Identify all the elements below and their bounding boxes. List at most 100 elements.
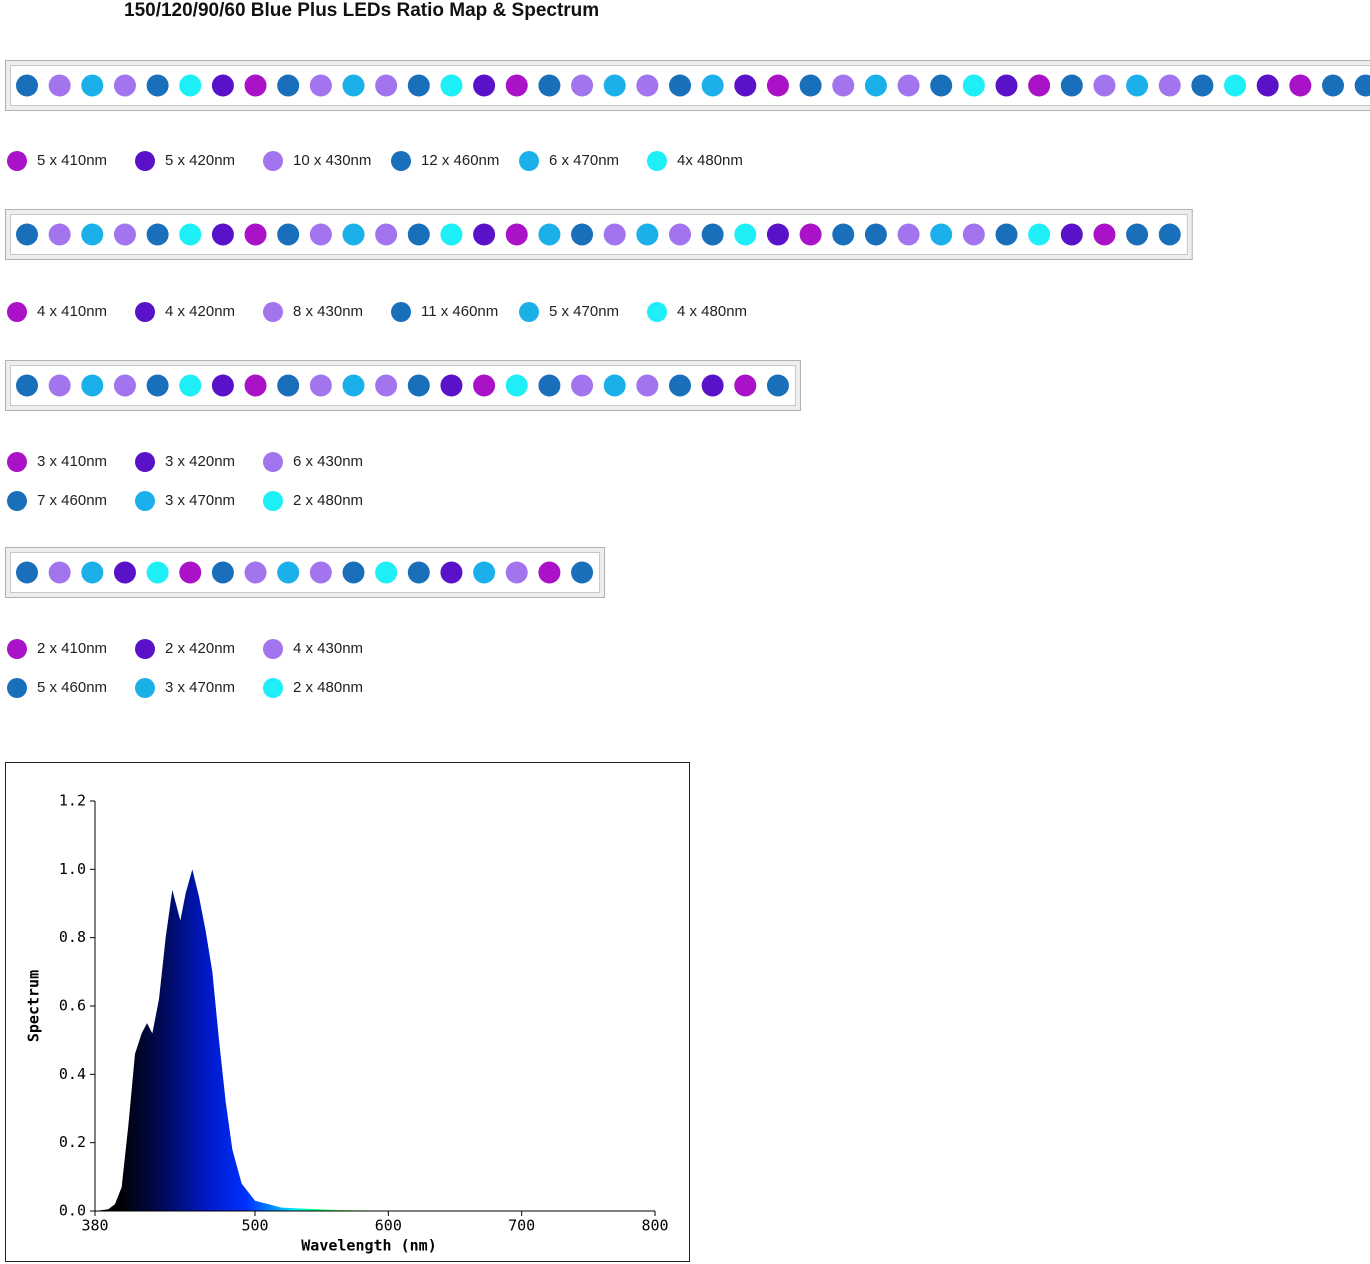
led — [473, 74, 496, 97]
led — [113, 374, 136, 397]
led — [669, 74, 691, 97]
led — [669, 223, 691, 246]
legend-swatch — [7, 302, 27, 322]
led — [1028, 223, 1051, 246]
led — [48, 223, 71, 246]
led — [440, 374, 463, 397]
led — [995, 74, 1018, 97]
led — [636, 374, 659, 397]
led — [244, 374, 267, 397]
led — [146, 374, 169, 397]
led — [179, 74, 202, 97]
led — [309, 74, 332, 97]
led — [571, 74, 594, 97]
led — [832, 74, 855, 97]
legend-label: 4 x 430nm — [293, 640, 363, 657]
legend-swatch — [263, 302, 283, 322]
led — [734, 74, 757, 97]
led — [897, 74, 920, 97]
legend-swatch — [135, 678, 155, 698]
x-tick-label: 600 — [375, 1217, 402, 1235]
led-bar — [5, 209, 1193, 260]
page-title: 150/120/90/60 Blue Plus LEDs Ratio Map &… — [124, 0, 599, 21]
led — [1093, 223, 1116, 246]
led — [473, 374, 496, 397]
x-tick-label: 700 — [508, 1217, 535, 1235]
chart-frame — [5, 762, 690, 1262]
legend-label: 5 x 410nm — [37, 152, 107, 169]
led — [473, 223, 496, 246]
legend-swatch — [391, 151, 411, 171]
legend-swatch — [7, 452, 27, 472]
led — [179, 374, 202, 397]
led — [342, 561, 365, 584]
led — [1354, 74, 1370, 97]
legend-label: 8 x 430nm — [293, 303, 363, 320]
led — [701, 74, 724, 97]
bar-inner — [10, 365, 796, 406]
led — [701, 374, 724, 397]
x-tick-label: 380 — [81, 1217, 108, 1235]
led — [375, 374, 398, 397]
led — [1289, 74, 1312, 97]
y-tick-label: 0.4 — [59, 1065, 86, 1083]
legend-swatch — [647, 302, 667, 322]
led — [538, 223, 561, 246]
led — [766, 223, 789, 246]
legend-label: 2 x 480nm — [293, 679, 363, 696]
led — [1158, 74, 1181, 97]
led — [897, 223, 920, 246]
led — [146, 223, 169, 246]
legend-swatch — [519, 151, 539, 171]
legend-label: 5 x 420nm — [165, 152, 235, 169]
led — [211, 374, 234, 397]
led — [48, 74, 71, 97]
led — [244, 561, 267, 584]
led — [636, 74, 659, 97]
y-tick-label: 0.8 — [59, 928, 86, 946]
led — [864, 74, 887, 97]
legend-swatch — [263, 452, 283, 472]
led — [211, 223, 234, 246]
led — [211, 561, 234, 584]
led — [571, 561, 594, 584]
led — [309, 561, 332, 584]
led — [211, 74, 234, 97]
led — [1256, 74, 1279, 97]
led — [342, 223, 365, 246]
x-tick-label: 500 — [241, 1217, 268, 1235]
legend-swatch — [7, 639, 27, 659]
led — [375, 561, 398, 584]
led — [1322, 74, 1344, 97]
led — [309, 374, 332, 397]
led — [571, 223, 594, 246]
led — [734, 374, 757, 397]
led — [113, 561, 136, 584]
legend-label: 6 x 430nm — [293, 453, 363, 470]
led — [48, 561, 71, 584]
legend-label: 3 x 410nm — [37, 453, 107, 470]
led — [375, 223, 398, 246]
legend-label: 2 x 410nm — [37, 640, 107, 657]
led — [16, 223, 38, 246]
led — [930, 74, 953, 97]
led — [962, 223, 985, 246]
legend-swatch — [391, 302, 411, 322]
legend-label: 2 x 480nm — [293, 492, 363, 509]
led — [277, 74, 300, 97]
led-bar — [5, 547, 606, 598]
led — [179, 561, 202, 584]
led — [1126, 74, 1149, 97]
legend-swatch — [519, 302, 539, 322]
led — [375, 74, 398, 97]
legend-swatch — [263, 491, 283, 511]
led — [1158, 223, 1181, 246]
legend-label: 3 x 470nm — [165, 679, 235, 696]
legend-swatch — [647, 151, 667, 171]
led — [407, 74, 430, 97]
led — [407, 561, 430, 584]
led — [701, 223, 724, 246]
led — [113, 223, 136, 246]
y-tick-label: 0.6 — [59, 997, 86, 1015]
led — [505, 374, 528, 397]
